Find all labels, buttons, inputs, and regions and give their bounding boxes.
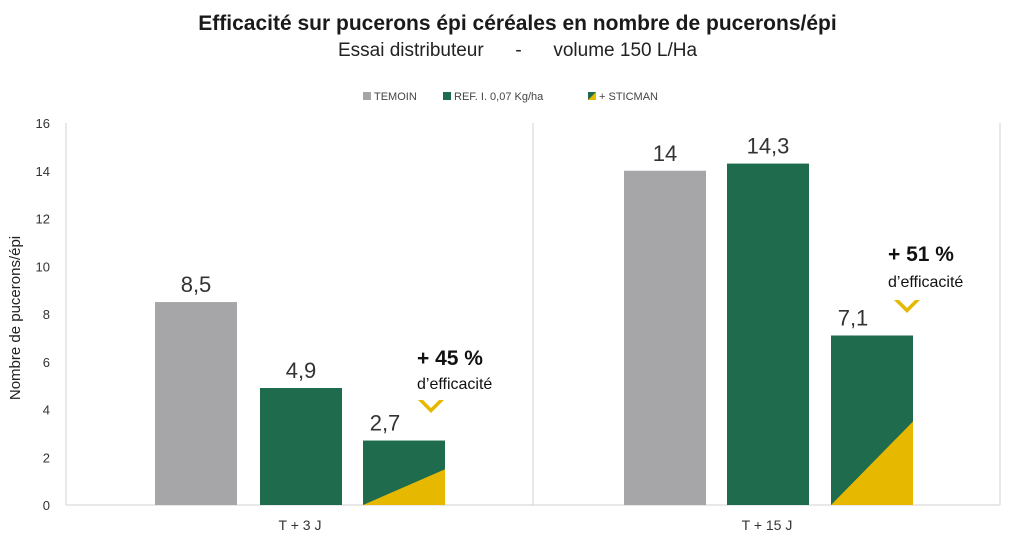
y-tick-label: 6	[43, 355, 50, 370]
y-tick-label: 2	[43, 450, 50, 465]
x-tick-label: T + 15 J	[742, 517, 793, 533]
annotation-efficacite: d’efficacité	[417, 376, 492, 393]
bar-accent-triangle	[363, 469, 445, 505]
legend-swatch-temoin	[363, 92, 371, 100]
bar-t-15-j-1	[727, 163, 809, 505]
legend-swatch-ref-i-0-07-kg-ha	[443, 92, 451, 100]
chevron-down-icon	[894, 300, 920, 313]
bar-t-15-j-0	[624, 170, 706, 505]
data-label: 4,9	[286, 358, 317, 383]
data-label: 2,7	[370, 411, 401, 436]
y-tick-label: 0	[43, 498, 50, 513]
y-tick-label: 12	[36, 212, 50, 227]
y-tick-label: 8	[43, 307, 50, 322]
legend-label: REF. I. 0,07 Kg/ha	[454, 91, 544, 103]
legend-label: TEMOIN	[374, 91, 417, 103]
y-tick-label: 4	[43, 403, 50, 418]
y-tick-label: 14	[36, 164, 50, 179]
bar-accent-triangle	[831, 421, 913, 505]
data-label: 14,3	[747, 134, 790, 159]
annotation-efficacite: d’efficacité	[888, 274, 963, 291]
data-label: 8,5	[181, 272, 212, 297]
x-tick-label: T + 3 J	[279, 517, 322, 533]
legend-swatch-accent	[588, 92, 596, 100]
chart-subtitle: Essai distributeur - volume 150 L/Ha	[337, 40, 698, 61]
bar-t-3-j-0	[155, 302, 237, 505]
y-tick-label: 10	[36, 259, 50, 274]
chart-title: Efficacité sur pucerons épi céréales en …	[198, 12, 837, 35]
data-label: 7,1	[838, 305, 869, 330]
chevron-down-icon	[418, 400, 444, 413]
annotation-percent: + 51 %	[888, 243, 954, 266]
y-tick-label: 16	[36, 116, 50, 131]
y-axis-label: Nombre de pucerons/épi	[7, 236, 24, 400]
bar-t-3-j-1	[260, 388, 342, 505]
data-label: 14	[653, 141, 677, 166]
annotation-percent: + 45 %	[417, 347, 483, 370]
legend-label: + STICMAN	[599, 91, 658, 103]
